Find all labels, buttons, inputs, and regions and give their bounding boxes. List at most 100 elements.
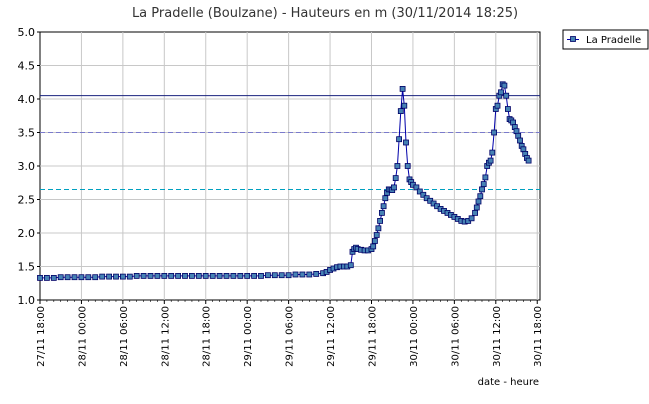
- data-point: [375, 225, 382, 232]
- data-point: [285, 272, 292, 279]
- data-point: [161, 272, 168, 279]
- data-point: [64, 274, 71, 281]
- data-point: [396, 136, 403, 143]
- data-point: [370, 243, 377, 250]
- data-point: [420, 191, 427, 198]
- data-point: [126, 273, 133, 280]
- data-point: [106, 273, 112, 280]
- data-point: [487, 157, 494, 164]
- data-point: [99, 273, 106, 280]
- x-axis: 27/11 18:00 28/11 00:00 28/11 06:00 28/11 1…: [36, 300, 544, 367]
- chart-title: La Pradelle (Boulzane) - Hauteurs en m (…: [132, 6, 518, 21]
- data-point: [468, 215, 475, 222]
- data-point: [380, 203, 387, 210]
- data-point: [489, 149, 496, 156]
- x-tick-label: 29/11 06:00: [285, 306, 296, 367]
- legend-box: [562, 29, 649, 50]
- data-point: [371, 238, 378, 244]
- y-tick-label: 1.5: [18, 261, 36, 274]
- data-point: [413, 184, 420, 191]
- data-point: [404, 163, 411, 169]
- data-point: [133, 272, 140, 279]
- x-tick-label: 28/11 06:00: [119, 306, 130, 367]
- data-point: [401, 102, 408, 109]
- data-point: [473, 204, 480, 211]
- data-point: [44, 274, 50, 281]
- data-point: [113, 273, 119, 280]
- y-tick-label: 3.5: [18, 127, 36, 140]
- y-tick-label: 5.0: [18, 26, 36, 39]
- data-point: [120, 273, 126, 280]
- data-point: [251, 272, 258, 279]
- legend-label: La Pradelle: [586, 35, 641, 46]
- y-tick-label: 2.0: [18, 227, 36, 240]
- data-point: [182, 272, 188, 279]
- data-point: [480, 181, 487, 188]
- x-tick-label: 30/11 18:00: [533, 306, 544, 367]
- data-point: [503, 92, 510, 99]
- y-tick-label: 4.5: [18, 60, 36, 73]
- data-point: [271, 272, 278, 279]
- series-layer: [37, 81, 532, 281]
- data-point: [399, 86, 406, 92]
- y-tick-label: 4.0: [18, 93, 36, 106]
- data-point: [57, 274, 64, 281]
- x-tick-label: 30/11 00:00: [409, 306, 420, 367]
- x-tick-label: 28/11 18:00: [202, 306, 213, 367]
- data-point: [479, 186, 485, 193]
- x-tick-label: 30/11 06:00: [450, 306, 461, 367]
- legend-marker: [570, 36, 576, 42]
- x-tick-label: 30/11 12:00: [492, 306, 503, 367]
- data-point: [168, 272, 175, 279]
- data-point: [525, 157, 532, 164]
- data-point: [278, 272, 285, 279]
- data-point: [517, 137, 523, 144]
- data-point: [78, 274, 85, 281]
- data-point: [223, 272, 230, 279]
- data-point: [188, 272, 195, 279]
- data-point: [195, 272, 202, 279]
- data-point: [175, 272, 182, 279]
- x-tick-label: 29/11 18:00: [367, 306, 378, 367]
- data-point: [154, 272, 161, 279]
- data-point: [209, 272, 216, 279]
- data-point: [347, 262, 354, 269]
- data-point: [313, 270, 320, 277]
- data-point: [37, 274, 43, 281]
- x-tick-label: 29/11 12:00: [326, 306, 337, 367]
- data-point: [299, 271, 306, 278]
- data-point: [50, 274, 57, 281]
- data-point: [498, 89, 504, 96]
- data-point: [92, 274, 99, 281]
- reference-lines: [40, 95, 540, 190]
- data-point: [501, 82, 508, 89]
- data-point: [397, 108, 404, 114]
- data-point: [264, 272, 271, 279]
- data-point: [258, 272, 264, 279]
- data-point: [472, 209, 479, 216]
- y-tick-label: 3.0: [18, 160, 36, 173]
- data-point: [202, 272, 209, 279]
- grid: [40, 32, 540, 300]
- x-tick-label: 28/11 12:00: [160, 306, 171, 367]
- data-point: [394, 163, 401, 169]
- data-point: [390, 184, 397, 191]
- data-point: [475, 198, 482, 205]
- x-tick-label: 27/11 18:00: [36, 306, 47, 367]
- data-point: [382, 195, 389, 202]
- x-tick-label: 28/11 00:00: [77, 306, 88, 367]
- data-point: [85, 274, 92, 281]
- data-point: [491, 129, 498, 136]
- y-tick-label: 2.5: [18, 194, 36, 207]
- y-tick-label: 1.0: [18, 294, 36, 307]
- data-point: [377, 217, 384, 224]
- x-axis-label: date - heure: [478, 377, 539, 388]
- legend: La Pradelle: [562, 29, 649, 50]
- data-point: [140, 272, 147, 279]
- data-point: [515, 132, 522, 139]
- data-point: [147, 272, 154, 279]
- data-point: [477, 193, 484, 200]
- data-point: [306, 271, 313, 278]
